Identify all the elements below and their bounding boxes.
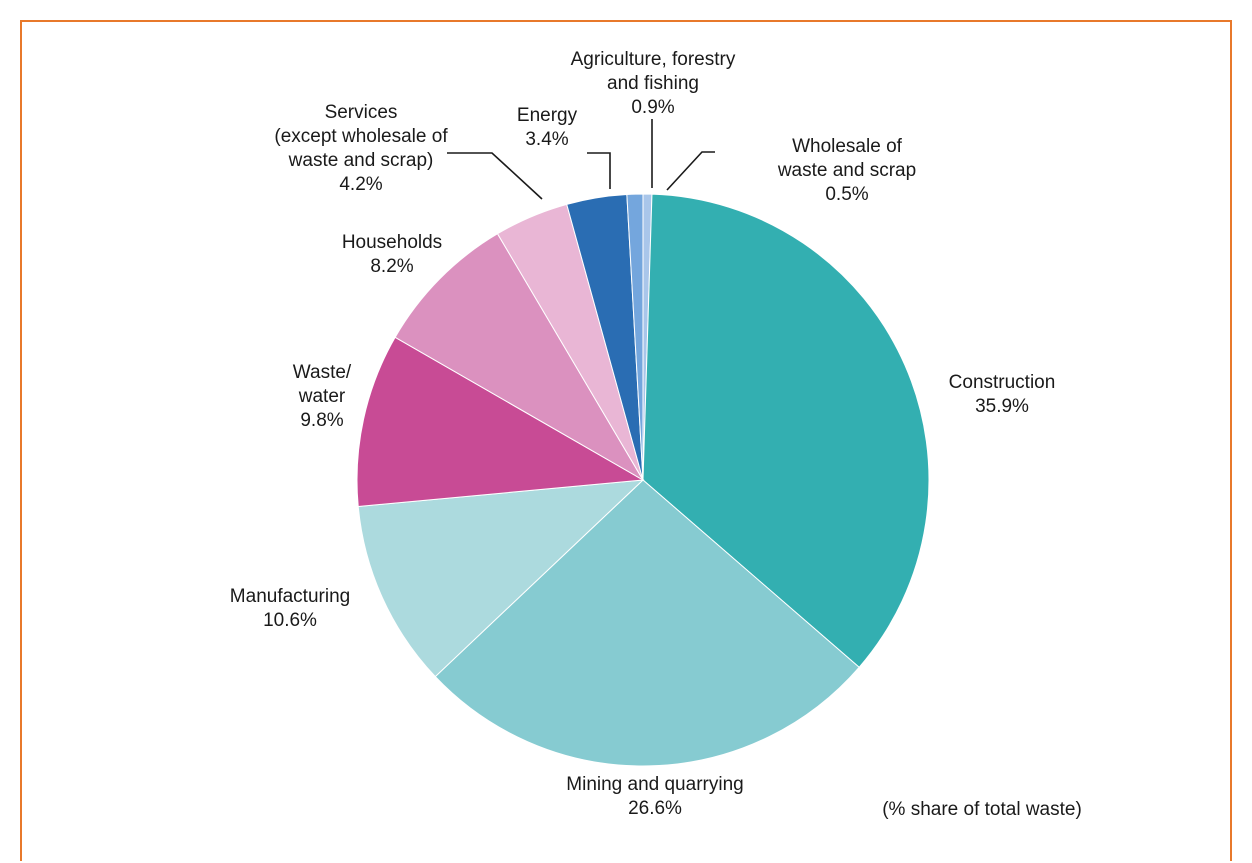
pie-slice-manufacturing	[357, 479, 645, 678]
slice-name-line: water	[298, 386, 346, 407]
slice-name-line: Manufacturing	[230, 586, 350, 607]
slice-name-line: Agriculture, forestry	[571, 49, 736, 70]
slice-value-label: 35.9%	[975, 396, 1029, 417]
slice-label-agriculture-forestry-and-fishing: Agriculture, forestry and fishing 0.9%	[571, 49, 736, 118]
slice-label-waste-water: Waste/water 9.8%	[293, 362, 352, 431]
slice-value-label: 9.8%	[300, 410, 343, 431]
pie-slice-agriculture-forestry-and-fishing	[626, 193, 644, 481]
slice-value-label: 3.4%	[525, 129, 568, 150]
pie-slice-waste-water	[356, 336, 645, 507]
slice-label-energy: Energy 3.4%	[517, 105, 578, 150]
slice-label-construction: Construction 35.9%	[949, 372, 1056, 417]
slice-name-line: Energy	[517, 105, 578, 126]
leader-line-energy	[587, 152, 611, 189]
slice-value-label: 10.6%	[263, 610, 317, 631]
slice-label-services-except-wholesale-of-waste-and-scrap: Services (except wholesale of waste and sc…	[274, 102, 448, 195]
slice-value-label: 8.2%	[370, 256, 413, 277]
slice-name-line: Households	[342, 232, 442, 253]
slice-value-label: 4.2%	[339, 174, 382, 195]
slice-name-line: Wholesale of	[792, 136, 903, 157]
slice-name-line: waste and scrap	[777, 160, 916, 181]
slice-label-manufacturing: Manufacturing 10.6%	[230, 586, 350, 631]
slice-value-label: 0.5%	[825, 184, 868, 205]
unit-note: (% share of total waste)	[882, 799, 1082, 820]
slice-name-line: Waste/	[293, 362, 352, 383]
pie-slice-mining-and-quarrying	[434, 479, 860, 767]
slice-name-line: waste and scrap)	[288, 150, 434, 171]
slice-value-label: 26.6%	[628, 798, 682, 819]
pie-slice-construction	[642, 193, 930, 668]
pie-slice-households	[394, 233, 645, 482]
slice-name-line: Construction	[949, 372, 1056, 393]
slice-label-mining-and-quarrying: Mining and quarrying 26.6%	[566, 774, 743, 819]
leader-line-wholesale-of-waste-and-scrap	[666, 151, 715, 191]
slice-label-wholesale-of-waste-and-scrap: Wholesale of waste and scrap 0.5%	[777, 136, 916, 205]
chart-frame: Wholesale of waste and scrap 0.5% Construct…	[20, 20, 1232, 861]
slice-name-line: (except wholesale of	[274, 126, 448, 147]
slice-value-label: 0.9%	[631, 97, 674, 118]
slice-name-line: Mining and quarrying	[566, 774, 743, 795]
slice-label-households: Households 8.2%	[342, 232, 442, 277]
slice-name-line: and fishing	[607, 73, 699, 94]
pie-chart: Wholesale of waste and scrap 0.5% Construct…	[230, 49, 1082, 820]
slice-name-line: Services	[325, 102, 398, 123]
leader-line-services-except-wholesale-of-waste-and-scrap	[447, 152, 543, 200]
